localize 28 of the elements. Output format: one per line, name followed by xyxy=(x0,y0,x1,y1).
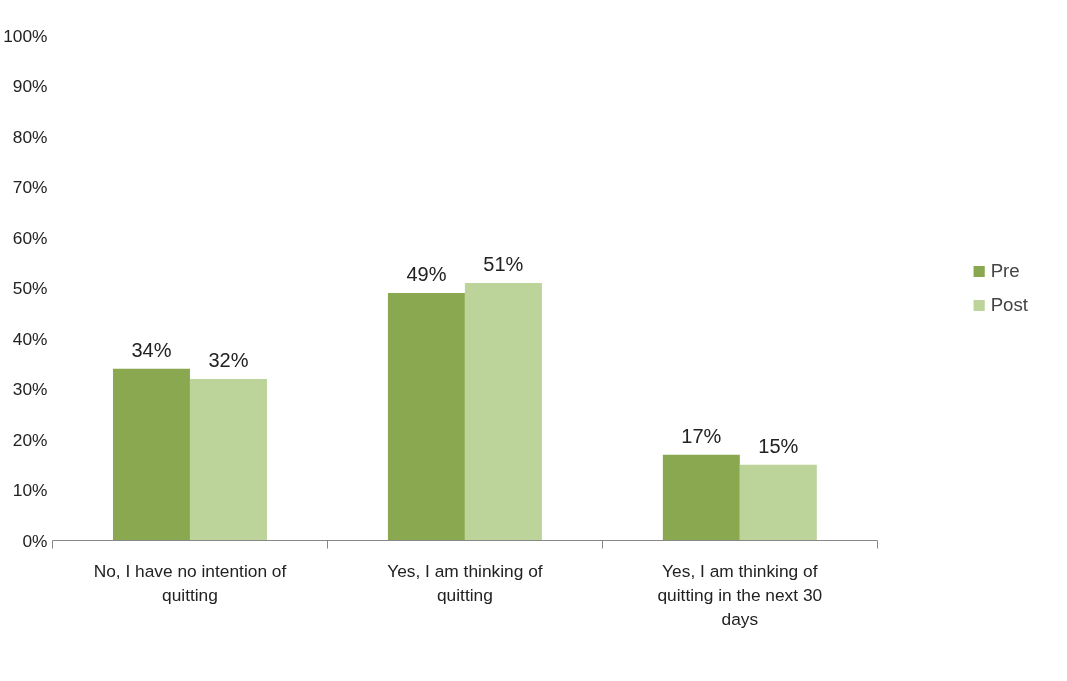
bar xyxy=(464,282,542,541)
y-tick-label: 70% xyxy=(12,177,48,197)
x-tick-label: No, I have no intention of quitting xyxy=(93,560,287,605)
bar xyxy=(739,464,817,541)
y-tick-label: 80% xyxy=(12,126,48,147)
bar xyxy=(112,368,190,541)
y-tick-label: 100% xyxy=(3,25,48,46)
y-tick-label: 60% xyxy=(12,227,48,248)
y-tick-label: 0% xyxy=(22,530,48,551)
bar xyxy=(387,293,465,541)
y-tick-label: 90% xyxy=(12,76,48,96)
legend-label: Pre xyxy=(990,259,1020,282)
bar xyxy=(189,378,267,541)
bar xyxy=(662,454,740,541)
data-label: 34% xyxy=(131,338,172,361)
y-tick-label: 20% xyxy=(12,429,48,450)
x-tick-label: Yes, I am thinking of quitting in the next 30 days xyxy=(657,560,823,629)
data-label: 15% xyxy=(758,434,799,457)
data-label: 49% xyxy=(406,263,447,286)
x-tick-label: Yes, I am thinking of quitting xyxy=(387,560,543,605)
y-tick-label: 30% xyxy=(12,379,48,399)
y-tick-label: 10% xyxy=(12,480,48,500)
data-label: 17% xyxy=(681,424,722,447)
data-label: 32% xyxy=(208,348,249,371)
y-tick-label: 40% xyxy=(12,328,48,349)
data-label: 51% xyxy=(483,252,524,275)
y-tick-label: 50% xyxy=(12,278,48,298)
legend-label: Post xyxy=(990,293,1028,316)
